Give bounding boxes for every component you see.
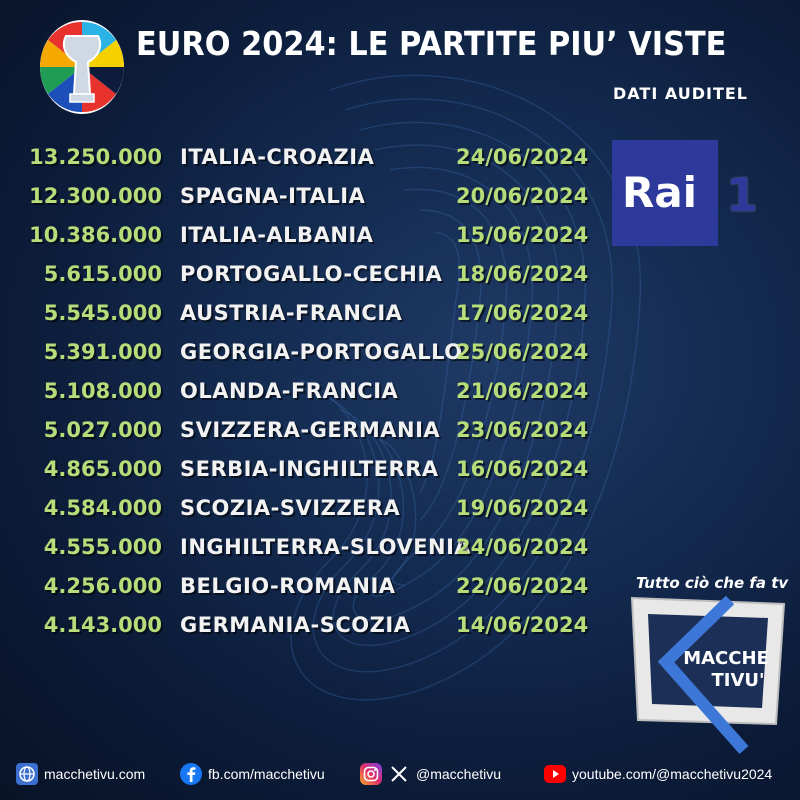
table-row: 13.250.000 ITALIA-CROAZIA 24/06/2024 (20, 138, 600, 177)
viewers-value: 4.584.000 (43, 496, 162, 520)
viewers-value: 5.545.000 (43, 301, 162, 325)
table-row: 4.143.000 GERMANIA-SCOZIA 14/06/2024 (20, 606, 600, 645)
match-name: GEORGIA-PORTOGALLO (180, 340, 463, 364)
match-date: 23/06/2024 (456, 418, 589, 442)
brand-name-line2: TIVU' (711, 670, 764, 691)
viewers-value: 5.391.000 (43, 340, 162, 364)
table-row: 10.386.000 ITALIA-ALBANIA 15/06/2024 (20, 216, 600, 255)
viewers-value: 5.108.000 (43, 379, 162, 403)
page-title: EURO 2024: LE PARTITE PIU’ VISTE (136, 24, 727, 63)
table-row: 5.027.000 SVIZZERA-GERMANIA 23/06/2024 (20, 411, 600, 450)
viewers-value: 12.300.000 (29, 184, 162, 208)
viewers-value: 4.865.000 (43, 457, 162, 481)
viewers-value: 4.256.000 (43, 574, 162, 598)
match-date: 25/06/2024 (456, 340, 589, 364)
euro-2024-logo (40, 20, 124, 114)
viewers-value: 5.615.000 (43, 262, 162, 286)
match-date: 20/06/2024 (456, 184, 589, 208)
viewers-value: 4.143.000 (43, 613, 162, 637)
match-date: 19/06/2024 (456, 496, 589, 520)
match-name: OLANDA-FRANCIA (180, 379, 399, 403)
match-name: INGHILTERRA-SLOVENIA (180, 535, 472, 559)
facebook-icon (180, 763, 202, 785)
match-name: PORTOGALLO-CECHIA (180, 262, 443, 286)
x-icon (391, 766, 407, 782)
match-name: AUSTRIA-FRANCIA (180, 301, 403, 325)
social-links[interactable]: @macchetivu (360, 762, 501, 786)
facebook-text: fb.com/macchetivu (208, 766, 325, 782)
match-name: GERMANIA-SCOZIA (180, 613, 411, 637)
website-link[interactable]: macchetivu.com (16, 762, 145, 786)
website-text: macchetivu.com (44, 766, 146, 782)
table-row: 4.555.000 INGHILTERRA-SLOVENIA 24/06/202… (20, 528, 600, 567)
match-date: 17/06/2024 (456, 301, 589, 325)
match-date: 15/06/2024 (456, 223, 589, 247)
match-date: 16/06/2024 (456, 457, 589, 481)
table-row: 4.865.000 SERBIA-INGHILTERRA 16/06/2024 (20, 450, 600, 489)
viewers-value: 13.250.000 (29, 145, 162, 169)
table-row: 4.256.000 BELGIO-ROMANIA 22/06/2024 (20, 567, 600, 606)
match-date: 24/06/2024 (456, 535, 589, 559)
viewers-value: 4.555.000 (43, 535, 162, 559)
page-subtitle: DATI AUDITEL (612, 84, 748, 103)
viewers-value: 5.027.000 (43, 418, 162, 442)
table-row: 5.545.000 AUSTRIA-FRANCIA 17/06/2024 (20, 294, 600, 333)
brand-tagline: Tutto ciò che fa tv (636, 574, 789, 592)
viewers-value: 10.386.000 (29, 223, 162, 247)
match-name: SCOZIA-SVIZZERA (180, 496, 401, 520)
match-date: 24/06/2024 (456, 145, 589, 169)
match-date: 21/06/2024 (456, 379, 589, 403)
ratings-table: 13.250.000 ITALIA-CROAZIA 24/06/2024 12.… (20, 138, 600, 645)
social-handle-text: @macchetivu (416, 766, 502, 782)
rai1-channel-number: 1 (726, 168, 759, 222)
table-row: 5.108.000 OLANDA-FRANCIA 21/06/2024 (20, 372, 600, 411)
match-date: 14/06/2024 (456, 613, 589, 637)
youtube-icon (544, 765, 566, 783)
globe-icon (16, 763, 38, 785)
facebook-link[interactable]: fb.com/macchetivu (180, 762, 325, 786)
table-row: 4.584.000 SCOZIA-SVIZZERA 19/06/2024 (20, 489, 600, 528)
rai-logo-text: Rai (622, 168, 698, 217)
match-name: ITALIA-ALBANIA (180, 223, 374, 247)
match-date: 22/06/2024 (456, 574, 589, 598)
instagram-icon (360, 763, 382, 785)
youtube-text: youtube.com/@macchetivu2024 (572, 766, 773, 782)
table-row: 5.615.000 PORTOGALLO-CECHIA 18/06/2024 (20, 255, 600, 294)
match-date: 18/06/2024 (456, 262, 589, 286)
table-row: 12.300.000 SPAGNA-ITALIA 20/06/2024 (20, 177, 600, 216)
macchetivu-logo: MACCHE TIVU' (630, 595, 786, 754)
match-name: ITALIA-CROAZIA (180, 145, 375, 169)
match-name: SERBIA-INGHILTERRA (180, 457, 439, 481)
match-name: SPAGNA-ITALIA (180, 184, 366, 208)
footer: macchetivu.com fb.com/macchetivu @ma (0, 758, 800, 790)
youtube-link[interactable]: youtube.com/@macchetivu2024 (544, 762, 772, 786)
brand-name-line1: MACCHE (683, 648, 769, 669)
table-row: 5.391.000 GEORGIA-PORTOGALLO 25/06/2024 (20, 333, 600, 372)
rai1-logo: Rai (612, 140, 718, 246)
match-name: SVIZZERA-GERMANIA (180, 418, 441, 442)
match-name: BELGIO-ROMANIA (180, 574, 396, 598)
